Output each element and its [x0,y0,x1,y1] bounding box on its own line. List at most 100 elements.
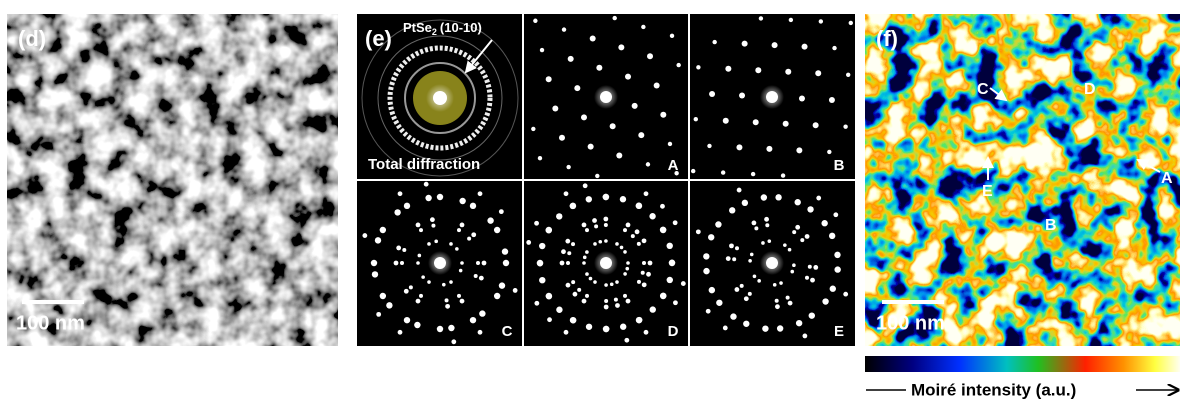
diffraction-spot [460,299,465,304]
diffraction-spot [737,188,742,193]
diffraction-spot [547,317,552,322]
diffraction-spot [615,280,619,284]
diffraction-spot [431,224,435,228]
diffraction-spot [539,243,545,249]
diffraction-spot [546,76,552,82]
diffraction-spot [534,301,539,306]
diffraction-spot [604,299,608,303]
diffraction-spot [604,223,608,227]
panel-label: (d) [18,26,46,51]
diffraction-spot [474,274,478,278]
diffraction-spot [585,228,589,232]
diffraction-spot [585,272,589,276]
diffraction-spot [565,239,570,244]
diffraction-spot [712,40,716,44]
diffraction-spot [802,44,808,50]
annotation: PtSe2(10-10) [403,20,482,37]
region-label: D [1084,81,1096,98]
diffraction-spot [721,170,725,174]
diffraction-spot [849,21,853,25]
diffraction-spot [799,95,805,101]
diffraction-spot [637,280,641,284]
diffraction-spot [546,227,552,233]
diffraction-spot [729,243,734,248]
diffraction-spot [753,119,759,125]
diffraction-spot [730,313,736,319]
diffraction-spot [616,153,622,159]
diffraction-spot [585,250,589,254]
diffraction-spot [660,112,666,118]
diffraction-spot [586,324,592,330]
diffraction-spot [459,198,465,204]
diffraction-spot [570,317,576,323]
diffraction-spot [703,268,709,274]
subpanel-label: E [834,323,844,340]
diffraction-spot [539,277,545,283]
diffraction-spot [755,67,761,73]
diffraction-spot [414,322,420,328]
diffraction-spot [772,42,778,48]
diffraction-spot [660,293,666,299]
diffraction-spot [588,144,594,150]
diffraction-spot [781,173,785,177]
diffraction-spot [821,220,827,226]
diffraction-spot [732,257,736,261]
diffraction-spot [585,294,589,298]
diffraction-spot [482,261,487,266]
diffraction-spot [457,228,461,232]
diffraction-spot [526,240,531,245]
diffraction-spot [623,294,627,298]
diffraction-spot [513,288,518,293]
diffraction-spot [723,118,729,124]
diffraction-spot [394,209,400,215]
diffraction-spot [843,124,847,128]
diffraction-spot [404,289,409,294]
diffraction-spot [499,209,504,214]
diffraction-spot [637,242,641,246]
diffraction-spot [620,246,624,250]
colorbar [865,356,1180,372]
central-beam [766,91,778,103]
diffraction-spot [744,296,749,301]
miller-index: (10-10) [440,20,482,35]
diffraction-spot [641,271,645,275]
diffraction-spot [534,221,539,226]
diffraction-spot [437,326,443,332]
diffraction-spot [808,265,812,269]
diffraction-spot [434,240,438,244]
diffraction-spot [610,282,614,286]
diffraction-spot [765,223,769,227]
diffraction-spot [830,286,836,292]
diffraction-spot [775,304,780,309]
diffraction-spot [626,299,631,304]
diffraction-spot [559,135,565,141]
diffraction-spot [449,242,453,246]
panel-label: (e) [365,26,392,51]
diffraction-spot [775,299,779,303]
diffraction-spot [396,246,401,251]
diffraction-spot [642,261,646,265]
diffraction-spot [419,294,423,298]
panel-f: (f) C D A E B 100 nm Moiré intensity (a.… [865,14,1180,399]
diffraction-spot [813,265,818,270]
diffraction-spot [430,217,435,222]
diffraction-spot [561,249,566,254]
diffraction-spot [613,16,617,20]
diffraction-spot [723,326,728,331]
diffraction-spot [610,123,616,129]
diffraction-spot [479,276,484,281]
region-label: B [1045,217,1057,234]
diffraction-spot [827,150,831,154]
diffraction-spot [380,293,386,299]
diffraction-spot [595,174,599,178]
diffraction-spot [445,298,449,302]
diffraction-spot [735,246,739,250]
diffraction-spot [670,34,674,38]
diffraction-spot [703,253,709,259]
diffraction-spot [748,259,752,263]
diffraction-spot [748,292,752,296]
diffraction-spot [478,330,483,335]
diffraction-spot [571,242,575,246]
diffraction-spot [646,162,650,166]
diffraction-spot [626,261,630,265]
